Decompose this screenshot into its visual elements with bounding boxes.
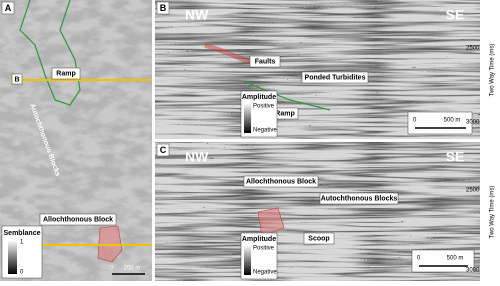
- label-box: [1, 1, 15, 15]
- axis-tick: 3000: [466, 268, 480, 274]
- se-label: SE: [446, 7, 465, 23]
- label-box: [249, 55, 281, 68]
- legend-max: 1: [20, 240, 24, 246]
- allochthonous-block: [257, 207, 285, 237]
- label-box: [51, 67, 81, 80]
- colorbar: [8, 240, 17, 274]
- ponded-label: Ponded Turbidites: [305, 74, 366, 81]
- legend-title: Amplitude: [242, 94, 276, 101]
- label-box: [301, 71, 369, 84]
- label-box: [39, 213, 117, 226]
- legend-min: Negative: [253, 270, 277, 276]
- ramp-label: Ramp: [56, 70, 75, 77]
- autochthonous-label: Autochthonous Blocks: [321, 195, 398, 202]
- panel-label: B: [160, 3, 167, 13]
- label-box: [243, 175, 319, 188]
- legend-min: Negative: [253, 128, 277, 134]
- faults-label: Faults: [255, 58, 276, 65]
- panel-label: C: [160, 145, 167, 155]
- scoop-label: Scoop: [308, 235, 329, 242]
- scale-zero: 0: [413, 118, 417, 124]
- label-box: [319, 192, 399, 205]
- colorbar: [244, 103, 251, 133]
- allochthonous-label: Allochthonous Block: [246, 178, 316, 185]
- scale-box: [407, 111, 473, 135]
- allochthonous-label: Allochthonous Block: [43, 216, 113, 223]
- scale-zero: 0: [417, 256, 421, 262]
- label-box: [11, 73, 23, 85]
- ramp-label: Ramp: [275, 110, 294, 117]
- axis-tick: 3000: [466, 120, 480, 126]
- legend-min: 0: [20, 270, 24, 276]
- faults: [204, 42, 251, 65]
- scale-length: 200 m: [124, 266, 141, 272]
- label-box: [156, 143, 170, 157]
- label-box: [156, 1, 170, 15]
- colorbar: [244, 245, 251, 275]
- nw-label: NW: [185, 7, 209, 23]
- ramp-outline: [19, 0, 81, 106]
- scale-length: 500 m: [444, 118, 461, 124]
- line-label: B: [14, 76, 19, 83]
- legend-title: Amplitude: [242, 236, 276, 243]
- se-label: SE: [446, 149, 465, 165]
- scale-box: [411, 249, 475, 273]
- scale-zero: 0: [110, 266, 114, 272]
- scale-length: 500 m: [447, 256, 464, 262]
- axis-tick: 2500: [466, 188, 480, 194]
- axis-title: Two Way Time (ms): [490, 186, 496, 239]
- panel-c: C NW SE Allochthonous Block Autochthonou…: [155, 142, 496, 281]
- legend-max: Positive: [253, 246, 275, 252]
- nw-label: NW: [185, 149, 209, 165]
- panel-label: A: [5, 3, 12, 13]
- panel-b: B NW SE Faults Ponded Turbidites Ramp Am…: [155, 0, 496, 139]
- legend-max: Positive: [253, 104, 275, 110]
- axis-title: Two Way Time (ms): [490, 44, 496, 97]
- axis-tick: 2500: [466, 46, 480, 52]
- legend-title: Semblance: [4, 230, 41, 237]
- ramp-line: [244, 81, 331, 111]
- panel-a: A B C Ramp Autochthonous Blocks Allochth…: [0, 0, 152, 281]
- label-box: [303, 232, 335, 245]
